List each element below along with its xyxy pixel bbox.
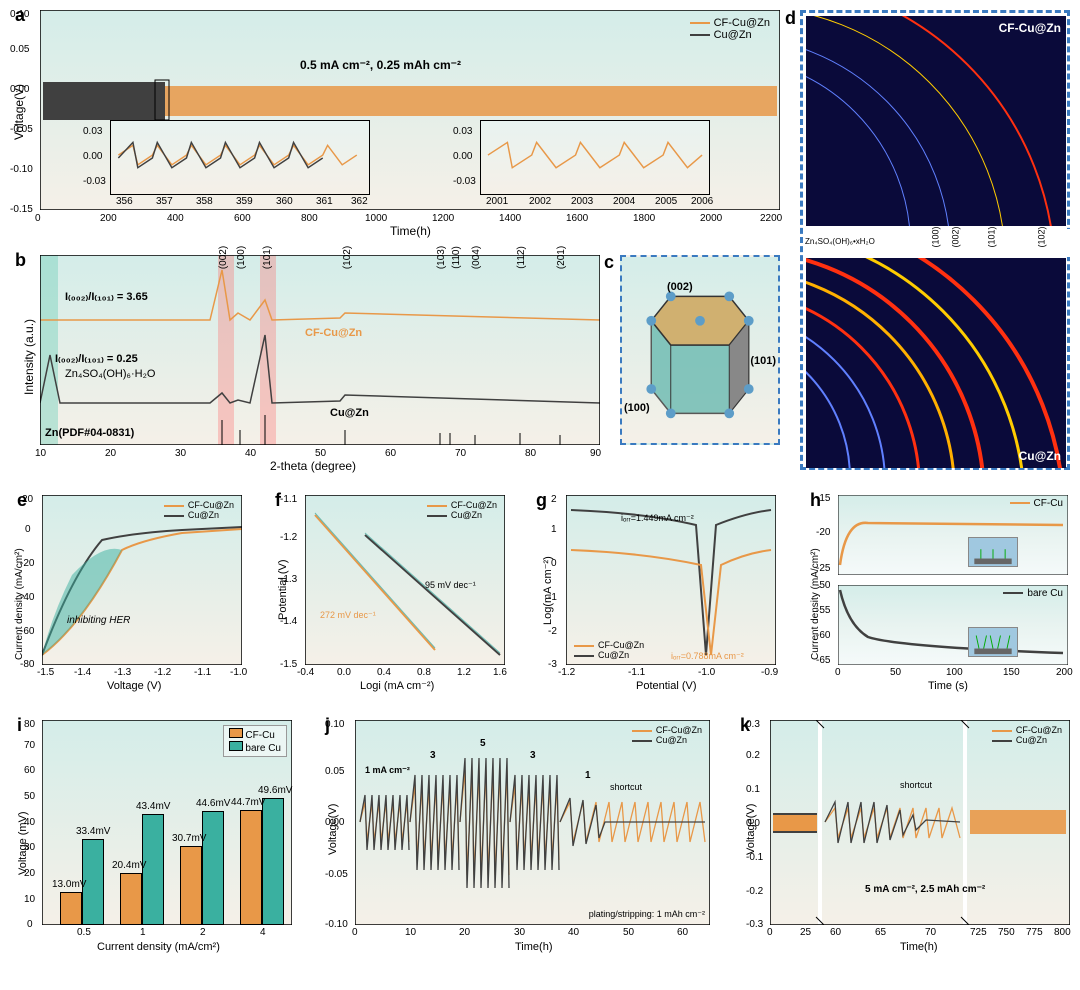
panel-a-inset1: 356 357 358 359 360 361 362 -0.03 0.00 0… xyxy=(110,120,370,195)
panel-a: a Voltage(V) Time(h) CF-Cu@Zn Cu@Zn 0.5 … xyxy=(40,10,780,210)
panel-b-label: b xyxy=(15,250,26,271)
panel-k: k Voltage(V) Time(h) shortcut 5 mA cm⁻²,… xyxy=(770,720,1070,925)
ring-bottom: Cu@Zn xyxy=(806,258,1066,468)
panel-a-inset2: 2001 2002 2003 2004 2005 2006 -0.03 0.00… xyxy=(480,120,710,195)
panel-h: h Current density (mA/cm²) Time (s) CF-C… xyxy=(838,495,1068,665)
panel-a-legend: CF-Cu@Zn Cu@Zn xyxy=(685,15,775,43)
legend-cu: Cu@Zn xyxy=(714,29,752,41)
panel-d-label: d xyxy=(785,8,796,29)
panel-d: d CF-Cu@Zn Zn₄SO₄(OH)₆•xH₂O (100) (002) … xyxy=(800,10,1070,470)
panel-g: g Log(mA cm⁻²) Potential (V) iₒᵣᵣ=1.449m… xyxy=(566,495,776,665)
panel-a-xlabel: Time(h) xyxy=(390,224,431,238)
panel-c-label: c xyxy=(604,252,614,273)
panel-b-ylabel: Intensity (a.u.) xyxy=(22,319,36,395)
panel-f: f Potential (V) Logi (mA cm⁻²) 272 mV de… xyxy=(305,495,505,665)
panel-e: e Current density (mA/cm²) Voltage (V) i… xyxy=(42,495,242,665)
crystal-icon xyxy=(622,257,778,443)
panel-b: b Intensity (a.u.) 2-theta (degree) I₍₀₀… xyxy=(40,255,600,445)
panel-a-label: a xyxy=(15,5,25,26)
panel-i: i Voltage (mV) Current density (mA/cm²) … xyxy=(42,720,292,925)
legend-cf: CF-Cu@Zn xyxy=(714,17,770,29)
panel-j: j Voltage(V) Time(h) 1 mA cm⁻² 3 5 3 1 s… xyxy=(355,720,710,925)
panel-b-xlabel: 2-theta (degree) xyxy=(270,459,356,473)
panel-a-condition: 0.5 mA cm⁻², 0.25 mAh cm⁻² xyxy=(300,58,461,72)
panel-c: c (002) (101) (100) xyxy=(620,255,780,445)
ring-top: CF-Cu@Zn xyxy=(806,16,1066,226)
panel-b-chart xyxy=(40,255,600,445)
